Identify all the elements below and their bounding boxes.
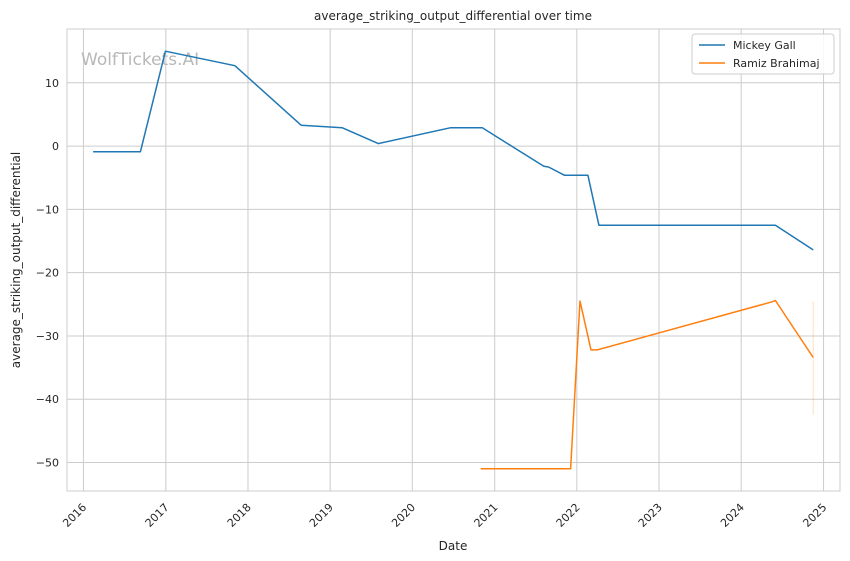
series-line-1: [480, 299, 814, 470]
plot-frame: [66, 28, 841, 492]
y-tick-label: −50: [36, 457, 59, 470]
y-tick-label: −40: [36, 393, 59, 406]
y-tick-label: 10: [45, 77, 59, 90]
y-tick-label: −10: [36, 203, 59, 216]
x-tick-label: 2020: [389, 501, 418, 530]
watermark-text: WolfTickets.AI: [81, 50, 199, 70]
x-tick-label: 2018: [225, 501, 254, 530]
x-tick-label: 2022: [554, 501, 583, 530]
y-tick-labels: 10 0 −10 −20 −30 −40 −50: [36, 77, 59, 470]
legend-box: [691, 33, 835, 75]
legend-label: Ramiz Brahimaj: [733, 57, 820, 70]
legend: Mickey Gall Ramiz Brahimaj: [691, 33, 835, 75]
series-layer: [93, 50, 814, 470]
chart-title: average_striking_output_differential ove…: [314, 9, 592, 23]
x-tick-label: 2024: [718, 501, 747, 530]
y-axis-label: average_striking_output_differential: [9, 152, 23, 368]
y-tick-label: −20: [36, 267, 59, 280]
x-tick-label: 2017: [143, 501, 172, 530]
x-tick-label: 2021: [472, 501, 501, 530]
grid-lines: [67, 29, 840, 491]
x-tick-label: 2019: [307, 501, 336, 530]
x-tick-label: 2016: [60, 501, 89, 530]
y-tick-label: −30: [36, 330, 59, 343]
legend-label: Mickey Gall: [733, 39, 796, 52]
series-line-0: [93, 50, 814, 251]
y-tick-label: 0: [52, 140, 59, 153]
x-tick-label: 2025: [800, 501, 829, 530]
x-tick-labels: 2016 2017 2018 2019 2020 2021 2022 2023 2024 2025: [60, 501, 829, 530]
x-axis-label: Date: [439, 539, 468, 553]
x-tick-label: 2023: [636, 501, 665, 530]
